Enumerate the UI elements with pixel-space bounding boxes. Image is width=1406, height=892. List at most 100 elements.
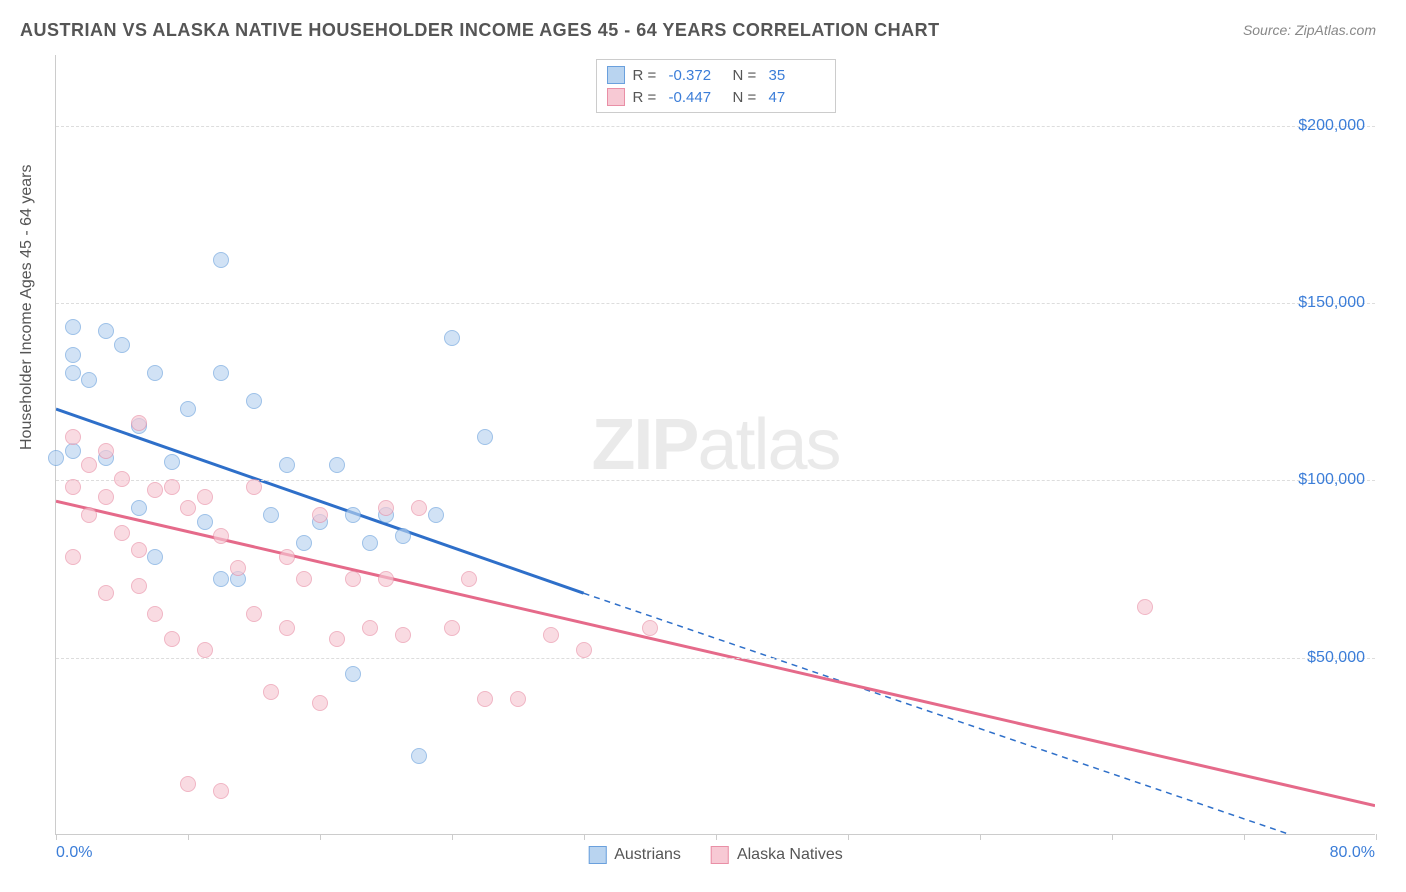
data-point bbox=[345, 507, 361, 523]
source-attribution: Source: ZipAtlas.com bbox=[1243, 22, 1376, 38]
data-point bbox=[312, 507, 328, 523]
data-point bbox=[164, 631, 180, 647]
legend-swatch bbox=[588, 846, 606, 864]
data-point bbox=[345, 571, 361, 587]
correlation-legend: R =-0.372N =35R =-0.447N =47 bbox=[596, 59, 836, 113]
data-point bbox=[296, 535, 312, 551]
data-point bbox=[362, 535, 378, 551]
data-point bbox=[213, 528, 229, 544]
x-tick bbox=[320, 834, 321, 840]
data-point bbox=[131, 500, 147, 516]
data-point bbox=[230, 560, 246, 576]
legend-swatch bbox=[607, 66, 625, 84]
data-point bbox=[395, 528, 411, 544]
data-point bbox=[477, 429, 493, 445]
x-tick bbox=[584, 834, 585, 840]
data-point bbox=[213, 783, 229, 799]
data-point bbox=[543, 627, 559, 643]
data-point bbox=[164, 454, 180, 470]
data-point bbox=[213, 571, 229, 587]
data-point bbox=[345, 666, 361, 682]
data-point bbox=[642, 620, 658, 636]
data-point bbox=[180, 776, 196, 792]
data-point bbox=[48, 450, 64, 466]
data-point bbox=[180, 500, 196, 516]
data-point bbox=[213, 252, 229, 268]
data-point bbox=[98, 585, 114, 601]
data-point bbox=[428, 507, 444, 523]
data-point bbox=[263, 507, 279, 523]
data-point bbox=[164, 479, 180, 495]
legend-item: Austrians bbox=[588, 846, 681, 864]
data-point bbox=[213, 365, 229, 381]
legend-row: R =-0.447N =47 bbox=[607, 86, 825, 108]
legend-row: R =-0.372N =35 bbox=[607, 64, 825, 86]
chart-title: AUSTRIAN VS ALASKA NATIVE HOUSEHOLDER IN… bbox=[20, 20, 940, 41]
y-tick-label: $200,000 bbox=[1298, 117, 1365, 135]
data-point bbox=[246, 393, 262, 409]
legend-swatch bbox=[607, 88, 625, 106]
data-point bbox=[81, 457, 97, 473]
data-point bbox=[329, 631, 345, 647]
data-point bbox=[98, 323, 114, 339]
gridline bbox=[56, 658, 1375, 659]
data-point bbox=[131, 542, 147, 558]
data-point bbox=[65, 479, 81, 495]
data-point bbox=[444, 330, 460, 346]
data-point bbox=[65, 443, 81, 459]
data-point bbox=[411, 748, 427, 764]
data-point bbox=[246, 479, 262, 495]
data-point bbox=[65, 549, 81, 565]
watermark: ZIPatlas bbox=[591, 404, 839, 486]
data-point bbox=[576, 642, 592, 658]
data-point bbox=[98, 489, 114, 505]
data-point bbox=[197, 514, 213, 530]
data-point bbox=[411, 500, 427, 516]
x-tick bbox=[1112, 834, 1113, 840]
data-point bbox=[246, 606, 262, 622]
data-point bbox=[395, 627, 411, 643]
data-point bbox=[461, 571, 477, 587]
x-tick bbox=[56, 834, 57, 840]
data-point bbox=[131, 578, 147, 594]
data-point bbox=[81, 372, 97, 388]
data-point bbox=[197, 489, 213, 505]
legend-item: Alaska Natives bbox=[711, 846, 843, 864]
data-point bbox=[98, 443, 114, 459]
data-point bbox=[147, 606, 163, 622]
x-tick bbox=[716, 834, 717, 840]
data-point bbox=[263, 684, 279, 700]
trend-lines bbox=[56, 55, 1375, 834]
data-point bbox=[378, 571, 394, 587]
data-point bbox=[65, 319, 81, 335]
x-tick bbox=[188, 834, 189, 840]
data-point bbox=[131, 415, 147, 431]
data-point bbox=[362, 620, 378, 636]
y-tick-label: $100,000 bbox=[1298, 471, 1365, 489]
data-point bbox=[279, 457, 295, 473]
data-point bbox=[65, 347, 81, 363]
data-point bbox=[114, 337, 130, 353]
data-point bbox=[114, 525, 130, 541]
data-point bbox=[147, 482, 163, 498]
data-point bbox=[378, 500, 394, 516]
y-tick-label: $50,000 bbox=[1307, 649, 1365, 667]
y-axis-label: Householder Income Ages 45 - 64 years bbox=[18, 165, 36, 451]
x-tick bbox=[1376, 834, 1377, 840]
data-point bbox=[65, 365, 81, 381]
x-axis-min-label: 0.0% bbox=[56, 844, 92, 862]
data-point bbox=[147, 365, 163, 381]
data-point bbox=[114, 471, 130, 487]
data-point bbox=[444, 620, 460, 636]
data-point bbox=[65, 429, 81, 445]
x-tick bbox=[452, 834, 453, 840]
x-tick bbox=[1244, 834, 1245, 840]
chart-plot-area: ZIPatlas R =-0.372N =35R =-0.447N =47 Au… bbox=[55, 55, 1375, 835]
data-point bbox=[147, 549, 163, 565]
data-point bbox=[1137, 599, 1153, 615]
data-point bbox=[477, 691, 493, 707]
x-tick bbox=[980, 834, 981, 840]
data-point bbox=[329, 457, 345, 473]
gridline bbox=[56, 126, 1375, 127]
data-point bbox=[510, 691, 526, 707]
